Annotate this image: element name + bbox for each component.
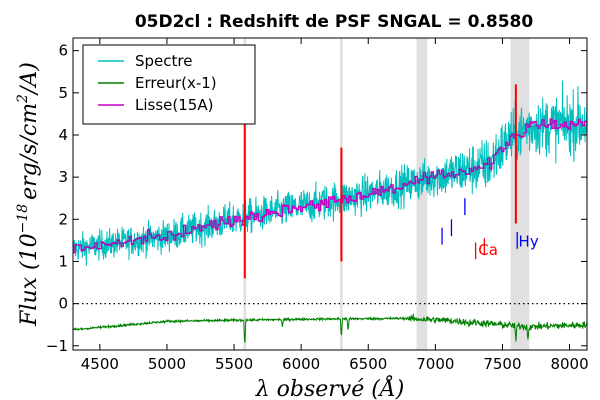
y-tick-label: 2 (58, 210, 68, 228)
y-label-part-3: /A) (17, 62, 42, 96)
plot-frame (72, 37, 588, 351)
legend-label: Erreur(x-1) (135, 74, 217, 92)
series-layer (72, 80, 588, 343)
annotation-label: Ca (478, 241, 498, 259)
series-lisse-line (73, 118, 587, 254)
y-tick-label: 0 (58, 295, 68, 313)
annotation-label: Hy (519, 233, 539, 251)
legend-label: Spectre (135, 52, 192, 70)
y-tick-label: 6 (58, 42, 68, 60)
y-tick-label: 3 (58, 168, 68, 186)
shaded-band (416, 38, 428, 350)
y-tick-label: 1 (58, 252, 68, 270)
y-tick-label: 4 (58, 126, 68, 144)
axis-ticks: 4500 5000 5500 6000 6500 7000 7500 8000 −1 0 1 2 3 4 5… (46, 38, 589, 373)
legend-label: Lisse(15A) (135, 96, 213, 114)
x-tick-label: 7500 (483, 355, 521, 373)
chart-title: 05D2cl : Redshift de PSF SNGAL = 0.8580 (135, 12, 534, 32)
y-label-part-1: Flux (10 (17, 233, 42, 326)
x-tick-label: 6500 (349, 355, 387, 373)
y-label-part-2: erg/s/cm (17, 103, 42, 200)
x-tick-label: 8000 (550, 355, 588, 373)
legend-box (82, 44, 256, 125)
x-tick-label: 6000 (282, 355, 320, 373)
y-label-exponent: −18 (15, 204, 31, 234)
y-tick-label: −1 (46, 337, 68, 355)
red-spikes (243, 84, 517, 279)
annotations: Ca Hy (441, 198, 539, 260)
x-tick-label: 7000 (416, 355, 454, 373)
y-tick-label: 5 (58, 84, 68, 102)
x-axis-label: λ observé (Å) (255, 374, 405, 400)
legend: Spectre Erreur(x-1) Lisse(15A) (82, 44, 256, 125)
x-tick-label: 5000 (148, 355, 186, 373)
x-tick-label: 5500 (215, 355, 253, 373)
series-erreur-line (72, 313, 588, 343)
x-tick-label: 4500 (81, 355, 119, 373)
y-axis-label: Flux (10−18 erg/s/cm2/A) (15, 62, 42, 327)
y-label-exponent-2: 2 (15, 94, 31, 104)
